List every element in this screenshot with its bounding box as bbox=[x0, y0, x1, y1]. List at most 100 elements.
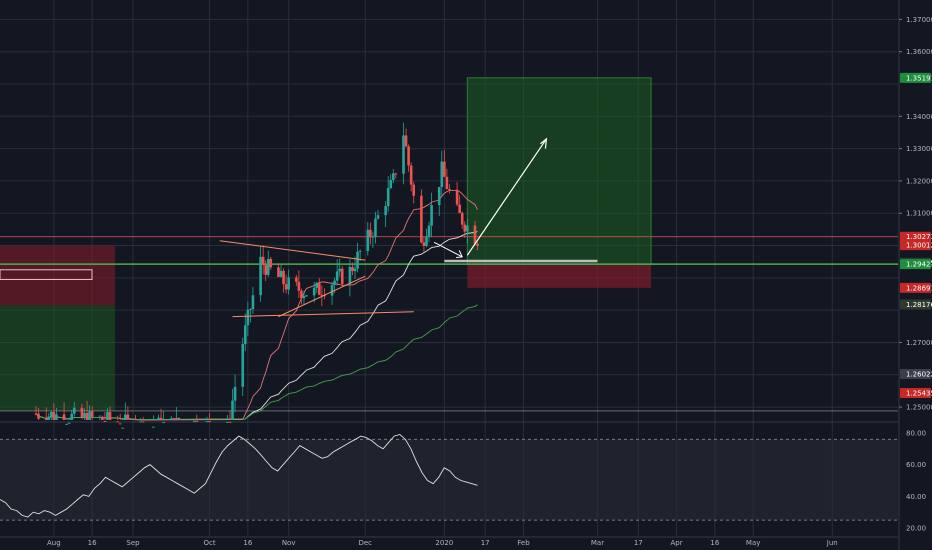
rsi-tick-label: 20.00 bbox=[906, 525, 926, 533]
candle-body bbox=[305, 295, 308, 297]
candle-body bbox=[90, 411, 94, 418]
time-tick-label: May bbox=[746, 539, 760, 547]
pullback-arrow-line bbox=[433, 241, 463, 258]
candle-body bbox=[445, 176, 449, 189]
candle-body bbox=[269, 258, 273, 268]
target-arrow-line bbox=[466, 138, 547, 256]
candle-body bbox=[425, 236, 428, 246]
candle-body bbox=[394, 173, 398, 175]
candle-body bbox=[108, 411, 112, 420]
candle-body bbox=[422, 242, 426, 246]
candle-body bbox=[152, 426, 155, 428]
candle-body bbox=[448, 188, 451, 190]
candle-body bbox=[353, 268, 357, 272]
time-tick-label: Apr bbox=[671, 539, 683, 547]
candle-body bbox=[455, 189, 459, 205]
candle-body bbox=[44, 418, 48, 420]
candle-body bbox=[67, 422, 71, 424]
time-tick-label: Aug bbox=[47, 539, 61, 547]
triangle-upper-trendline bbox=[219, 240, 366, 261]
rsi-tick-label: 40.00 bbox=[906, 493, 926, 501]
time-tick-label: 16 bbox=[88, 539, 97, 547]
price-tick-label: 1.37000 bbox=[906, 16, 932, 24]
candle-body bbox=[409, 165, 413, 185]
candle-body bbox=[463, 224, 467, 232]
candle-body bbox=[440, 161, 444, 187]
candle-body bbox=[121, 427, 125, 429]
ma-100-line bbox=[35, 304, 478, 421]
price-tag-label: 1.25435 bbox=[906, 390, 932, 398]
candle-body bbox=[172, 418, 176, 420]
candle-body bbox=[330, 284, 334, 296]
candle-body bbox=[261, 256, 265, 266]
candle-body bbox=[169, 418, 173, 420]
candle-body bbox=[358, 251, 362, 253]
time-tick-label: 2020 bbox=[435, 539, 453, 547]
candle-body bbox=[233, 386, 237, 401]
price-tick-label: 1.32000 bbox=[906, 177, 932, 185]
time-tick-label: Feb bbox=[517, 539, 530, 547]
price-tick-label: 1.33000 bbox=[906, 145, 932, 153]
candle-body bbox=[371, 236, 375, 238]
candle-body bbox=[420, 195, 423, 243]
candle-body bbox=[228, 421, 232, 423]
candle-body bbox=[317, 283, 321, 295]
candle-body bbox=[340, 268, 344, 284]
candle-body bbox=[287, 277, 290, 290]
price-tag bbox=[900, 369, 931, 380]
candle-body bbox=[284, 284, 288, 290]
time-tick-label: Jun bbox=[826, 539, 838, 547]
candle-body bbox=[139, 421, 142, 423]
candle-body bbox=[249, 309, 252, 311]
candle-body bbox=[348, 267, 352, 284]
candle-body bbox=[402, 135, 405, 174]
candle-body bbox=[312, 287, 316, 296]
candle-body bbox=[251, 295, 255, 310]
candle-body bbox=[430, 205, 433, 226]
candle-body bbox=[392, 173, 395, 180]
time-axis[interactable]: Aug 16 Sep Oct 16 Nov Dec 2020 17 Feb Mar 17 Apr 16 Ma… bbox=[0, 536, 898, 547]
candle-body bbox=[205, 421, 209, 423]
candle-body bbox=[231, 400, 234, 420]
candle-body bbox=[282, 270, 285, 285]
price-tag-label: 1.29423 bbox=[906, 261, 932, 269]
candle-body bbox=[437, 186, 441, 206]
candle-body bbox=[279, 270, 283, 277]
candle-body bbox=[101, 416, 104, 420]
price-tag bbox=[900, 282, 931, 293]
candle-body bbox=[297, 281, 301, 291]
price-tag bbox=[900, 240, 931, 251]
candle-body bbox=[458, 204, 461, 213]
candle-body bbox=[177, 417, 181, 420]
old-entry-box bbox=[0, 269, 93, 280]
candle-body bbox=[159, 417, 163, 420]
candle-body bbox=[460, 212, 464, 225]
drawings[interactable] bbox=[219, 137, 548, 318]
price-tag-label: 1.26022 bbox=[906, 371, 932, 379]
candle-body bbox=[338, 268, 342, 272]
candle-body bbox=[85, 412, 89, 420]
candle-body bbox=[72, 407, 76, 414]
time-tick-label: 17 bbox=[481, 539, 490, 547]
price-tag-label: 1.30012 bbox=[906, 242, 932, 250]
rsi-tick-label: 60.00 bbox=[906, 461, 926, 469]
time-tick-label: Sep bbox=[126, 539, 140, 547]
support-line bbox=[232, 311, 414, 318]
candle-body bbox=[315, 283, 319, 288]
price-axis[interactable]: 1.37000 1.36000 1.34000 1.33000 1.32000 1.310… bbox=[898, 0, 932, 550]
candle-body bbox=[192, 420, 196, 422]
candle-body bbox=[226, 421, 229, 423]
candle-body bbox=[476, 243, 479, 246]
horizontal-levels[interactable] bbox=[0, 236, 898, 412]
candle-body bbox=[427, 225, 431, 237]
candle-body bbox=[175, 417, 178, 420]
position-zones[interactable] bbox=[0, 77, 652, 411]
candle-body bbox=[333, 280, 336, 285]
candle-body bbox=[52, 411, 56, 420]
candle-body bbox=[118, 423, 122, 425]
long-target-zone bbox=[466, 77, 652, 265]
price-tag bbox=[900, 231, 931, 242]
price-tick-label: 1.25000 bbox=[906, 404, 932, 412]
